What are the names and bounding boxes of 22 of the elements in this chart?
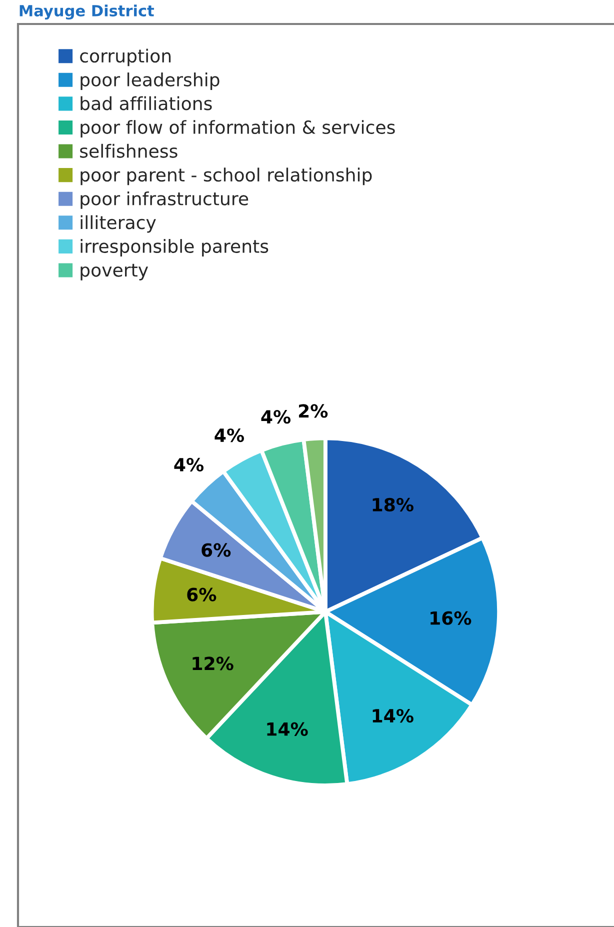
data-label: 4% <box>214 428 244 442</box>
chart-title: Mayuge District <box>20 4 154 20</box>
data-label: 2% <box>298 404 328 418</box>
legend-label: selfishness <box>80 144 178 158</box>
legend-label: irresponsible parents <box>80 239 268 257</box>
legend-label: illiteracy <box>80 215 156 233</box>
legend-label: bad affiliations <box>80 96 212 110</box>
legend-label: poor infrastructure <box>80 191 248 209</box>
data-label: 6% <box>202 543 231 557</box>
data-label: 6% <box>187 588 216 602</box>
data-label: 16% <box>430 611 472 625</box>
legend-label: poverty <box>80 264 148 280</box>
data-label: 18% <box>372 498 414 512</box>
legend-label: poor leadership <box>80 72 220 90</box>
data-label: 4% <box>174 458 204 472</box>
legend-label: poor flow of information & services <box>80 120 395 138</box>
data-label: 14% <box>267 722 308 736</box>
data-label: 14% <box>372 708 414 723</box>
legend-label: poor parent - school relationship <box>80 168 372 186</box>
data-label: 12% <box>192 656 234 670</box>
legend-label: corruption <box>80 48 171 66</box>
data-label: 4% <box>261 410 291 424</box>
